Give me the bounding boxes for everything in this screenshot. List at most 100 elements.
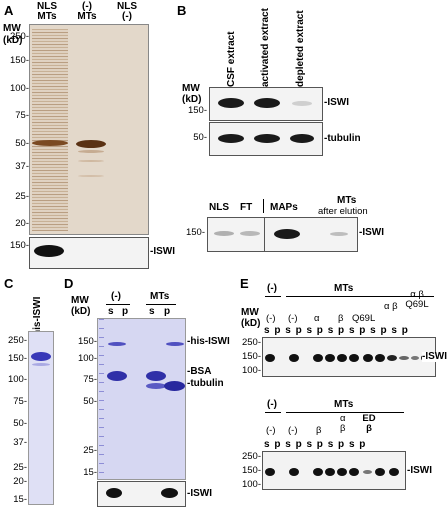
marker: 150- — [187, 105, 207, 116]
marker: 50- — [193, 132, 207, 143]
label-bsa: -BSA — [187, 366, 212, 377]
marker: 15- — [83, 467, 97, 478]
western-blot-e-bottom — [262, 451, 406, 490]
lane-label-csf: CSF extract — [226, 31, 237, 87]
cond: (-) — [288, 425, 298, 436]
mw-label: MW — [182, 83, 200, 94]
panel-b-letter: B — [177, 3, 187, 18]
lane-label-ft: FT — [240, 202, 253, 213]
kd-label: (kD) — [182, 94, 202, 105]
group-neg: (-) — [267, 399, 277, 410]
marker: 75- — [83, 374, 97, 385]
cond: (-) — [266, 313, 276, 324]
mw-label: MW — [3, 23, 21, 34]
label-iswi: -ISWI — [187, 488, 212, 499]
marker: 25- — [15, 191, 29, 202]
group-mts: MTs — [150, 291, 170, 302]
marker: 250- — [241, 451, 261, 462]
marker: 150- — [77, 336, 97, 347]
label-iswi: -ISWI — [422, 351, 447, 362]
western-blot-e-top — [262, 337, 436, 377]
marker: 37- — [15, 161, 29, 172]
silver-gel-a — [29, 24, 149, 235]
kd-label: (kD) — [3, 35, 23, 46]
marker: 25- — [13, 462, 27, 473]
lane-label-mts: MTs — [337, 195, 357, 206]
lane-label-nls: NLS — [209, 202, 229, 213]
mw-label: MW — [71, 295, 89, 306]
blot-label-iswi: -ISWI — [150, 246, 175, 257]
blot-marker: 150- — [9, 240, 29, 251]
cond: (-) — [266, 425, 276, 436]
lane-label-maps: MAPs — [270, 202, 298, 213]
cond: β — [338, 313, 344, 324]
group-mts: MTs — [334, 283, 354, 294]
lane-label-depleted: depleted extract — [295, 10, 306, 87]
lane-label-nls-mts: NLS MTs — [37, 1, 57, 22]
marker: 150- — [241, 351, 261, 362]
mw-label: MW — [241, 307, 259, 318]
marker: 250- — [7, 335, 27, 346]
cond: α — [314, 313, 320, 324]
marker: 100- — [77, 353, 97, 364]
sp-label: p — [164, 306, 171, 317]
kd-label: (kD) — [241, 318, 261, 329]
panel-a-letter: A — [4, 3, 14, 18]
label-iswi: -ISWI — [407, 465, 432, 476]
cond: ED β — [362, 413, 376, 434]
label-tubulin: -tubulin — [324, 133, 361, 144]
marker: 100- — [7, 374, 27, 385]
panel-d-letter: D — [64, 276, 74, 291]
cond: Q69L — [352, 313, 376, 324]
group-neg: (-) — [267, 283, 277, 294]
western-blot-a — [29, 237, 149, 269]
marker: 50- — [13, 418, 27, 429]
marker: 75- — [15, 110, 29, 121]
label-his-iswi: -his-ISWI — [187, 336, 230, 347]
sp-label: s — [149, 306, 155, 317]
sp-label: s — [108, 306, 114, 317]
cond: α β — [384, 301, 398, 312]
sp-row: s p s p s p s p s p — [264, 439, 367, 450]
group-neg: (-) — [111, 291, 121, 302]
western-blot-b-iswi — [209, 87, 323, 121]
marker: 250- — [9, 31, 29, 42]
marker: 150- — [241, 465, 261, 476]
panel-c-letter: C — [4, 276, 14, 291]
marker: 25- — [83, 445, 97, 456]
marker: 20- — [13, 476, 27, 487]
label-tubulin: -tubulin — [187, 378, 224, 389]
lane-label-nls-neg: NLS (-) — [117, 1, 137, 22]
lane-label-after-elution: after elution — [318, 206, 368, 217]
marker: 150- — [7, 353, 27, 364]
marker: 50- — [15, 138, 29, 149]
label-iswi: -ISWI — [359, 227, 384, 238]
marker: 250- — [241, 337, 261, 348]
sp-label: p — [122, 306, 129, 317]
label-iswi: -ISWI — [324, 97, 349, 108]
cond: (-) — [288, 313, 298, 324]
marker: 150- — [185, 227, 205, 238]
group-mts: MTs — [334, 399, 354, 410]
marker: 20- — [15, 218, 29, 229]
lane-label-activated: activated extract — [260, 8, 271, 87]
coomassie-gel-d — [97, 318, 186, 480]
marker: 37- — [13, 437, 27, 448]
western-blot-b-lower — [207, 217, 358, 252]
marker: 150- — [9, 55, 29, 66]
sp-row: s p s p s p s p s p s p s p — [264, 325, 409, 336]
marker: 100- — [9, 83, 29, 94]
coomassie-gel-c — [28, 331, 54, 505]
divider — [263, 199, 264, 213]
marker: 15- — [13, 494, 27, 505]
marker: 75- — [13, 396, 27, 407]
marker: 100- — [241, 479, 261, 490]
marker: 100- — [241, 365, 261, 376]
cond: β — [316, 425, 322, 436]
panel-e-letter: E — [240, 276, 249, 291]
cond: α β — [340, 413, 346, 434]
western-blot-d — [97, 481, 186, 507]
kd-label: (kD) — [71, 306, 91, 317]
marker: 50- — [83, 396, 97, 407]
cond: α β Q69L — [405, 289, 429, 310]
